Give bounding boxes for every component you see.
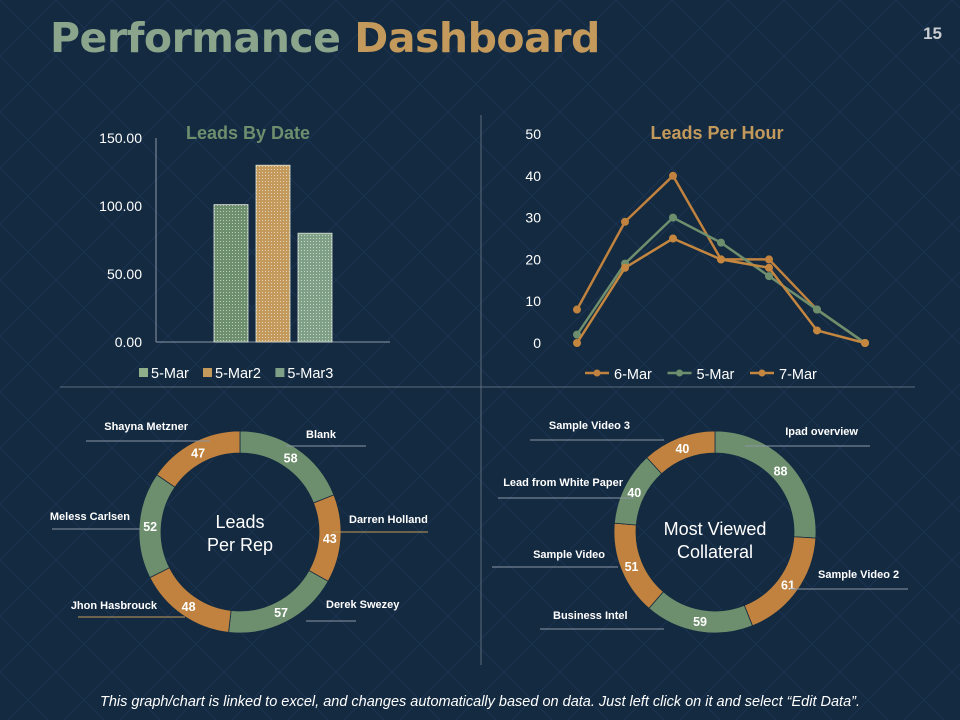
slice-label: Derek Swezey bbox=[326, 599, 400, 611]
data-point[interactable] bbox=[717, 238, 725, 247]
slice-value: 88 bbox=[774, 464, 788, 478]
donut-slice[interactable] bbox=[156, 430, 241, 488]
donut-slice[interactable] bbox=[228, 570, 329, 634]
slice-label: Darren Holland bbox=[349, 514, 428, 526]
bar-5-Mar2[interactable] bbox=[255, 164, 291, 343]
legend-label: 7-Mar bbox=[779, 367, 817, 383]
slice-value: 43 bbox=[323, 532, 337, 546]
slice-value: 47 bbox=[191, 446, 205, 460]
line-series-7-Mar[interactable] bbox=[575, 237, 866, 345]
slice-label: Blank bbox=[306, 429, 337, 441]
legend-swatch bbox=[275, 368, 285, 377]
data-point[interactable] bbox=[573, 339, 581, 347]
data-point[interactable] bbox=[573, 305, 581, 314]
y-tick-label: 30 bbox=[525, 210, 541, 226]
slice-label: Sample Video 3 bbox=[549, 420, 630, 432]
y-tick-label: 100.00 bbox=[99, 198, 142, 214]
slice-value: 40 bbox=[675, 442, 689, 456]
slice-label: Ipad overview bbox=[785, 426, 858, 438]
slice-value: 51 bbox=[625, 560, 639, 574]
donut-slice[interactable] bbox=[239, 430, 335, 504]
legend-marker bbox=[593, 369, 601, 377]
bar-chart-leads-by-date[interactable]: Leads By Date 0.00 50.00 100.00 150.00 5-Mar 5… bbox=[99, 123, 390, 382]
bar-5-Mar3[interactable] bbox=[297, 232, 333, 343]
data-point[interactable] bbox=[621, 217, 629, 226]
donut-center-title: Leads bbox=[215, 512, 264, 532]
slice-label: Jhon Hasbrouck bbox=[71, 600, 158, 612]
data-point[interactable] bbox=[765, 255, 773, 264]
data-point[interactable] bbox=[621, 263, 629, 272]
legend-swatch bbox=[139, 368, 148, 377]
data-point[interactable] bbox=[669, 171, 677, 180]
slice-value: 48 bbox=[182, 600, 196, 614]
slice-label: Business Intel bbox=[553, 610, 628, 622]
legend-marker bbox=[676, 369, 683, 377]
data-point[interactable] bbox=[669, 234, 677, 243]
data-point[interactable] bbox=[669, 213, 677, 222]
bar-5-Mar[interactable] bbox=[213, 204, 249, 343]
line-chart-leads-per-hour[interactable]: Leads Per Hour 0 10 20 30 40 50 6-Mar 5-Mar 7-Mar bbox=[525, 123, 869, 383]
donut-slice[interactable] bbox=[613, 522, 664, 609]
y-tick-label: 50 bbox=[525, 126, 541, 142]
legend-label: 5-Mar bbox=[151, 366, 189, 382]
slice-label: Shayna Metzner bbox=[104, 421, 188, 433]
footer-note: This graph/chart is linked to excel, and… bbox=[99, 694, 861, 710]
y-tick-label: 20 bbox=[525, 251, 541, 267]
slice-value: 61 bbox=[781, 579, 795, 593]
data-point[interactable] bbox=[765, 272, 773, 281]
y-tick-label: 40 bbox=[525, 168, 541, 184]
dashboard-charts: Leads By Date 0.00 50.00 100.00 150.00 5-Mar 5… bbox=[50, 115, 915, 665]
data-point[interactable] bbox=[765, 263, 773, 272]
donut-slice[interactable] bbox=[646, 430, 716, 475]
donut-chart-most-viewed-collateral[interactable]: 88 Ipad overview 61 Sample Video 2 59 Busines… bbox=[492, 420, 908, 634]
donut-center-title: Per Rep bbox=[207, 535, 273, 555]
donut-chart-leads-per-rep[interactable]: 58 Blank 43 Darren Holland 57 Derek Swezey 48 J… bbox=[50, 421, 428, 634]
page-number: 15 bbox=[923, 24, 942, 43]
slice-label: Sample Video 2 bbox=[818, 569, 899, 581]
data-point[interactable] bbox=[813, 305, 821, 314]
slice-label: Sample Video bbox=[533, 549, 605, 561]
y-tick-label: 10 bbox=[525, 293, 541, 309]
slice-value: 52 bbox=[143, 520, 157, 534]
y-tick-label: 0 bbox=[533, 335, 541, 351]
data-point[interactable] bbox=[861, 339, 869, 347]
data-point[interactable] bbox=[573, 330, 581, 339]
slice-value: 40 bbox=[627, 486, 641, 500]
donut-center-title: Most Viewed bbox=[664, 519, 767, 539]
y-tick-label: 50.00 bbox=[107, 266, 142, 282]
legend-label: 5-Mar2 bbox=[215, 366, 261, 382]
line-series-5-Mar[interactable] bbox=[575, 216, 866, 345]
slice-label: Meless Carlsen bbox=[50, 511, 130, 523]
legend-label: 5-Mar3 bbox=[287, 366, 333, 382]
legend-marker bbox=[758, 369, 766, 377]
page-title-part2: Dashboard bbox=[354, 14, 600, 62]
slice-label: Lead from White Paper bbox=[503, 477, 624, 489]
data-point[interactable] bbox=[813, 326, 821, 335]
y-tick-label: 0.00 bbox=[115, 334, 142, 350]
y-tick-label: 150.00 bbox=[99, 130, 142, 146]
slice-value: 58 bbox=[284, 452, 298, 466]
slice-value: 57 bbox=[274, 606, 288, 620]
page-title-part1: Performance bbox=[50, 14, 341, 62]
legend-swatch bbox=[203, 368, 212, 377]
line-chart-title: Leads Per Hour bbox=[650, 123, 783, 143]
legend-label: 5-Mar bbox=[697, 367, 735, 383]
slice-value: 59 bbox=[693, 615, 707, 629]
legend-label: 6-Mar bbox=[614, 367, 652, 383]
page-title: Performance Dashboard bbox=[50, 14, 600, 62]
donut-center-title: Collateral bbox=[677, 542, 753, 562]
bar-chart-title: Leads By Date bbox=[186, 123, 310, 143]
data-point[interactable] bbox=[717, 255, 725, 264]
